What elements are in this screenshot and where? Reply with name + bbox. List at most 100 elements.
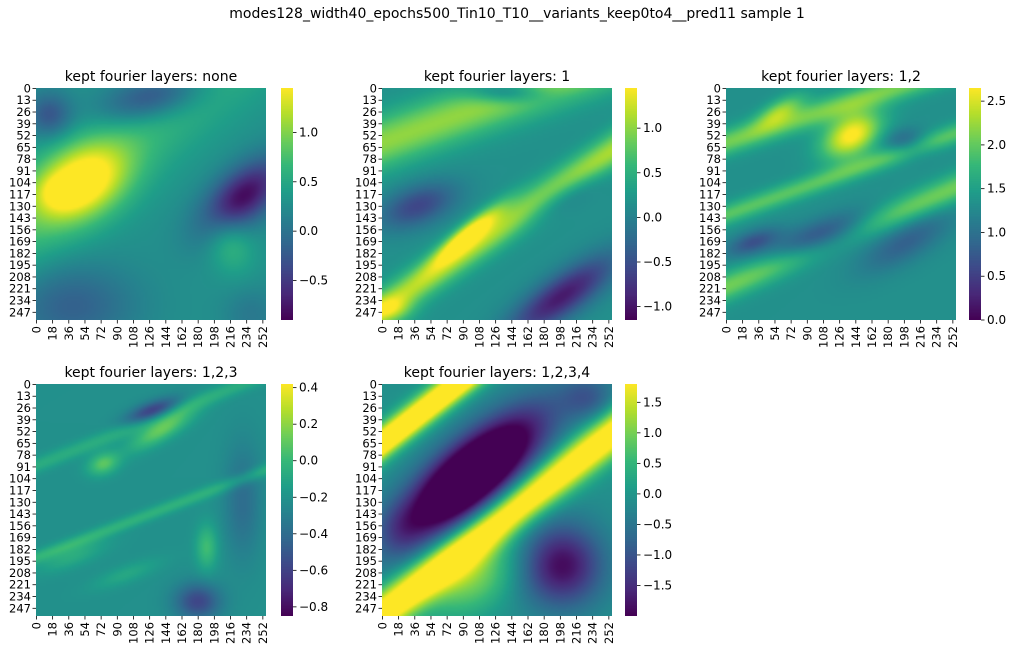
y-tick-label: 104 (9, 176, 31, 190)
y-tick-label: 247 (9, 601, 31, 615)
colorbar-tick-label: −1.0 (643, 548, 672, 562)
x-tick-label: 162 (175, 622, 189, 644)
panel-title: kept fourier layers: 1,2,3,4 (404, 365, 591, 381)
y-tick-label: 13 (362, 389, 377, 403)
y-tick-label: 221 (9, 578, 31, 592)
y-tick-label: 39 (362, 117, 377, 131)
y-tick-label: 182 (355, 246, 377, 260)
y-tick-label: 13 (362, 93, 377, 107)
colorbar-tick-label: 0.5 (299, 175, 318, 189)
y-tick-label: 247 (9, 305, 31, 319)
y-tick-label: 52 (362, 129, 377, 143)
y-tick-label: 169 (355, 531, 377, 545)
y-tick-label: 221 (355, 282, 377, 296)
colorbar-tick-label: −0.6 (299, 563, 328, 577)
y-tick-label: 52 (16, 425, 31, 439)
y-tick-label: 0 (370, 81, 377, 95)
y-tick-label: 78 (16, 152, 31, 166)
y-tick-label: 26 (362, 105, 377, 119)
x-tick-label: 252 (602, 622, 616, 644)
x-tick-label: 234 (240, 326, 254, 348)
heatmap-image (726, 88, 956, 320)
y-tick-label: 195 (699, 258, 721, 272)
y-tick-label: 117 (699, 187, 721, 201)
x-tick-label: 180 (191, 622, 205, 644)
y-tick-label: 104 (355, 176, 377, 190)
x-tick-label: 162 (865, 326, 879, 348)
colorbar-tick-label: 0.5 (987, 269, 1006, 283)
y-tick-label: 91 (362, 164, 377, 178)
colorbar-tick-label: 0.5 (643, 166, 662, 180)
x-tick-label: 126 (489, 326, 503, 348)
y-tick-label: 0 (24, 81, 31, 95)
x-tick-label: 252 (602, 326, 616, 348)
x-tick-label: 18 (392, 326, 406, 341)
x-tick-label: 126 (143, 326, 157, 348)
x-tick-label: 180 (537, 622, 551, 644)
y-tick-label: 117 (355, 187, 377, 201)
colorbar-tick-label: −1.5 (643, 578, 672, 592)
y-tick-label: 91 (16, 164, 31, 178)
y-tick-label: 0 (714, 81, 721, 95)
colorbar (281, 384, 293, 616)
y-tick-label: 234 (699, 294, 721, 308)
colorbar-tick-label: −0.2 (299, 490, 328, 504)
x-tick-label: 18 (392, 622, 406, 637)
x-tick-label: 144 (505, 326, 519, 348)
y-tick-label: 156 (355, 223, 377, 237)
x-tick-label: 54 (78, 326, 92, 341)
y-tick-label: 234 (355, 294, 377, 308)
colorbar-tick-label: −1.0 (643, 300, 672, 314)
y-tick-label: 221 (9, 282, 31, 296)
x-tick-label: 54 (768, 326, 782, 341)
colorbar-tick-label: −0.5 (643, 517, 672, 531)
y-tick-label: 39 (16, 413, 31, 427)
y-tick-label: 117 (9, 187, 31, 201)
y-tick-label: 234 (355, 590, 377, 604)
y-tick-label: 26 (16, 401, 31, 415)
x-tick-label: 72 (94, 326, 108, 341)
y-tick-label: 195 (355, 554, 377, 568)
colorbar (625, 384, 637, 616)
x-tick-label: 36 (62, 326, 76, 341)
panel-title: kept fourier layers: 1,2 (761, 69, 921, 85)
x-tick-label: 126 (143, 622, 157, 644)
colorbar-tick-label: 1.0 (643, 426, 662, 440)
y-tick-label: 13 (16, 93, 31, 107)
y-tick-label: 143 (9, 211, 31, 225)
y-tick-label: 78 (362, 448, 377, 462)
y-tick-label: 78 (362, 152, 377, 166)
x-tick-label: 18 (736, 326, 750, 341)
x-tick-label: 72 (94, 622, 108, 637)
x-tick-label: 0 (719, 326, 733, 333)
y-tick-label: 247 (355, 601, 377, 615)
colorbar-tick-label: 1.5 (987, 182, 1006, 196)
y-tick-label: 156 (9, 519, 31, 533)
x-tick-label: 162 (175, 326, 189, 348)
y-tick-label: 208 (9, 270, 31, 284)
y-tick-label: 182 (9, 246, 31, 260)
y-tick-label: 91 (16, 460, 31, 474)
y-tick-label: 65 (362, 140, 377, 154)
heatmap-panel-1: kept fourier layers: none013263952657891… (9, 69, 328, 348)
x-tick-label: 36 (752, 326, 766, 341)
x-tick-label: 144 (159, 622, 173, 644)
x-tick-label: 0 (29, 326, 43, 333)
x-tick-label: 180 (537, 326, 551, 348)
colorbar-tick-label: −0.4 (299, 527, 328, 541)
heatmap-panel-5: kept fourier layers: 1,2,3,4013263952657… (355, 365, 672, 644)
y-tick-label: 143 (355, 211, 377, 225)
colorbar-tick-label: 0.5 (643, 456, 662, 470)
colorbar-tick-label: 2.5 (987, 94, 1006, 108)
colorbar-tick-label: −0.5 (299, 274, 328, 288)
y-tick-label: 13 (706, 93, 721, 107)
y-tick-label: 130 (9, 199, 31, 213)
x-tick-label: 198 (207, 622, 221, 644)
heatmap-panel-3: kept fourier layers: 1,20132639526578911… (699, 69, 1006, 348)
y-tick-label: 208 (699, 270, 721, 284)
y-tick-label: 130 (355, 199, 377, 213)
x-tick-label: 216 (224, 326, 238, 348)
x-tick-label: 234 (586, 326, 600, 348)
y-tick-label: 221 (355, 578, 377, 592)
x-tick-label: 252 (946, 326, 960, 348)
